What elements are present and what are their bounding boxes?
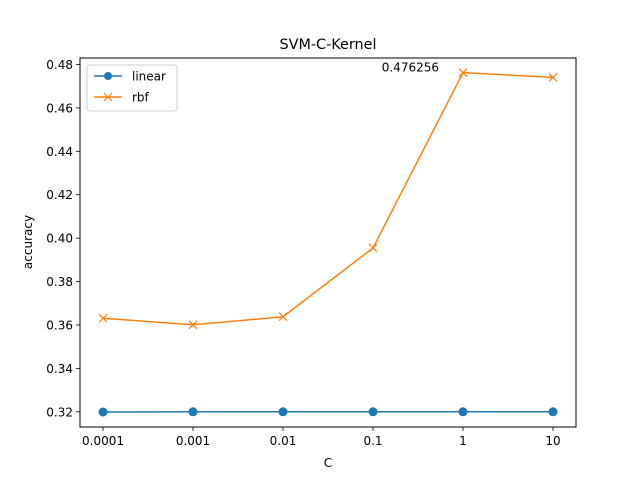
- x-tick-label: 0.0001: [82, 434, 124, 448]
- legend: linear rbf: [86, 64, 178, 112]
- data-point-rbf: [98, 313, 108, 323]
- legend-label-rbf: rbf: [132, 91, 150, 105]
- data-annotation: 0.476256: [382, 61, 439, 75]
- y-tick-label: 0.48: [46, 58, 73, 72]
- x-marker-stroke: [278, 312, 288, 322]
- x-marker-stroke: [103, 92, 113, 102]
- x-tick-label: 0.01: [270, 434, 297, 448]
- data-point-linear: [458, 407, 468, 417]
- chart-title: SVM-C-Kernel: [279, 37, 376, 53]
- y-tick-label: 0.32: [46, 405, 73, 419]
- y-tick-label: 0.44: [46, 145, 73, 159]
- tick-layer: 0.0001 0.001 0.01 0.1 1 10 0.32 0.34 0.36 0.38 0.4…: [46, 58, 560, 448]
- x-marker-stroke: [548, 72, 558, 82]
- y-tick-label: 0.46: [46, 101, 73, 115]
- data-point-rbf: [548, 72, 558, 82]
- x-tick-label: 0.1: [363, 434, 382, 448]
- data-point-linear: [368, 407, 378, 417]
- annotation-layer: 0.476256: [382, 61, 439, 75]
- x-marker-stroke: [98, 313, 108, 323]
- y-tick-label: 0.40: [46, 232, 73, 246]
- data-point-linear: [278, 407, 288, 417]
- data-point-rbf: [188, 320, 198, 330]
- x-tick-label: 10: [545, 434, 560, 448]
- data-point-linear: [98, 407, 108, 417]
- data-point-linear: [548, 407, 558, 417]
- y-axis-label: accuracy: [21, 215, 35, 269]
- legend-marker-rbf: [103, 92, 113, 102]
- x-marker-stroke: [188, 320, 198, 330]
- series-line-rbf: [102, 71, 554, 326]
- data-point-linear: [188, 407, 198, 417]
- series-layer: [98, 68, 558, 417]
- legend-marker-linear: [104, 72, 112, 80]
- data-point-rbf: [278, 312, 288, 322]
- y-tick-label: 0.42: [46, 188, 73, 202]
- y-tick-label: 0.38: [46, 275, 73, 289]
- data-point-rbf: [458, 68, 468, 78]
- x-tick-label: 0.001: [176, 434, 210, 448]
- data-point-rbf: [368, 243, 378, 253]
- x-marker-stroke: [458, 68, 468, 78]
- y-tick-label: 0.36: [46, 318, 73, 332]
- plot-area-frame: [79, 57, 577, 428]
- x-axis-label: C: [324, 456, 332, 470]
- x-marker-stroke: [368, 243, 378, 253]
- legend-label-linear: linear: [132, 70, 166, 84]
- x-tick-label: 1: [459, 434, 467, 448]
- y-tick-label: 0.34: [46, 362, 73, 376]
